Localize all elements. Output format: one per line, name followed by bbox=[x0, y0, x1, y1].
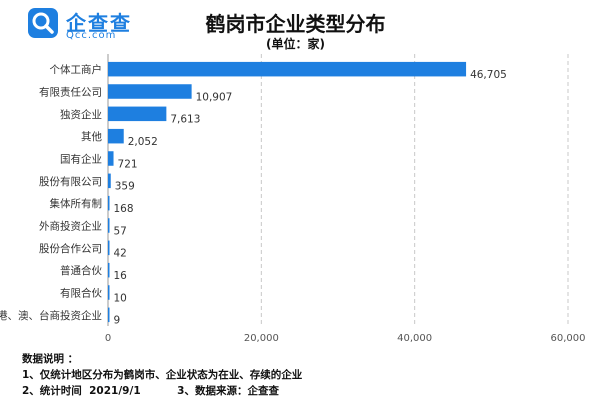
bar bbox=[108, 128, 124, 144]
value-label: 168 bbox=[114, 203, 134, 215]
value-label: 7,613 bbox=[170, 114, 200, 126]
x-tick-label: 20,000 bbox=[244, 333, 279, 344]
category-label: 外商投资企业 bbox=[39, 220, 102, 233]
bar bbox=[108, 61, 467, 77]
chart-subtitle: (单位：家) bbox=[266, 37, 325, 51]
category-label: 集体所有制 bbox=[50, 197, 103, 210]
value-label: 2,052 bbox=[128, 136, 158, 148]
value-label: 359 bbox=[115, 181, 135, 193]
value-label: 46,705 bbox=[470, 69, 507, 81]
bar bbox=[108, 262, 110, 278]
bar bbox=[108, 218, 110, 233]
logo-url: Qcc.com bbox=[66, 30, 117, 41]
chart-title: 鹤岗市企业类型分布 bbox=[205, 12, 386, 36]
bar bbox=[108, 106, 167, 122]
bar bbox=[108, 285, 110, 300]
category-label: 港、澳、台商投资企业 bbox=[0, 309, 102, 322]
notes-heading: 数据说明 ： bbox=[22, 353, 79, 365]
category-label: 股份有限公司 bbox=[39, 175, 102, 188]
x-tick-label: 40,000 bbox=[397, 333, 432, 344]
bar bbox=[108, 195, 110, 211]
x-tick-label: 0 bbox=[105, 333, 111, 344]
category-label: 有限合伙 bbox=[60, 287, 102, 300]
bar bbox=[108, 307, 110, 323]
bar bbox=[108, 84, 192, 99]
category-label: 股份合作公司 bbox=[39, 242, 102, 255]
notes-line-1: 1、仅统计地区分布为鹤岗市、企业状态为在业、存续的企业 bbox=[22, 369, 303, 381]
qcc-logo: 企查查 Qcc.com bbox=[28, 8, 148, 42]
bar bbox=[108, 240, 110, 256]
category-label: 有限责任公司 bbox=[39, 86, 102, 99]
category-label: 独资企业 bbox=[60, 108, 102, 121]
category-label: 其他 bbox=[81, 130, 102, 143]
logo-name: 企查查 bbox=[66, 11, 132, 35]
notes-line-2: 2、统计时间 2021/9/1 3、数据来源：企查查 bbox=[22, 385, 279, 397]
bar bbox=[108, 151, 114, 166]
value-label: 9 bbox=[114, 315, 121, 327]
data-notes: 数据说明 ： 1、仅统计地区分布为鹤岗市、企业状态为在业、存续的企业 2、统计时… bbox=[22, 351, 302, 399]
value-label: 42 bbox=[114, 248, 127, 260]
category-label: 普通合伙 bbox=[60, 264, 102, 277]
value-label: 10 bbox=[114, 292, 127, 304]
qcc-logo-icon bbox=[28, 8, 58, 38]
category-label: 国有企业 bbox=[60, 153, 102, 166]
bar bbox=[108, 173, 111, 189]
x-tick-label: 60,000 bbox=[551, 333, 586, 344]
value-label: 16 bbox=[114, 270, 128, 282]
value-label: 10,907 bbox=[196, 91, 233, 103]
category-label: 个体工商户 bbox=[50, 63, 103, 76]
value-label: 57 bbox=[114, 225, 127, 237]
value-label: 721 bbox=[118, 158, 138, 170]
